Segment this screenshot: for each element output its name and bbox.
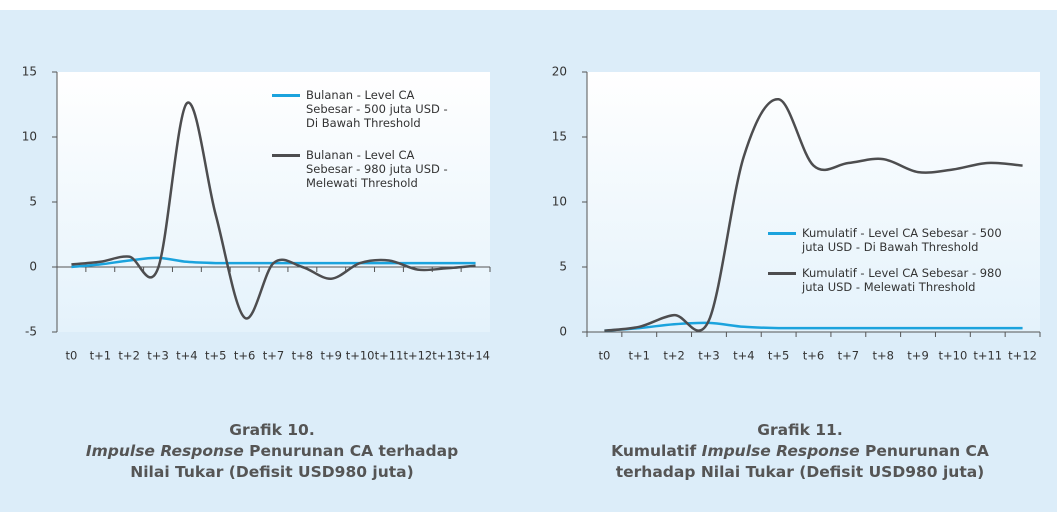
- x-tick-label: t0: [66, 349, 78, 363]
- y-tick-label: 20: [552, 65, 567, 79]
- caption-part: Penurunan CA terhadap Nilai Tukar (Defis…: [615, 442, 995, 481]
- caption-part: Kumulatif: [611, 442, 702, 460]
- x-tick-label: t+2: [663, 349, 684, 363]
- x-tick-label: t+8: [872, 349, 893, 363]
- caption-label: Grafik 10.: [229, 421, 315, 439]
- y-tick-label: 15: [22, 65, 37, 79]
- x-tick-label: t+10: [938, 349, 967, 363]
- y-tick-label: 10: [552, 195, 567, 209]
- legend-item: Kumulatif - Level CA Sebesar - 980 juta …: [768, 266, 1018, 294]
- legend-swatch: [768, 272, 796, 275]
- x-tick-label: t+4: [176, 349, 197, 363]
- x-tick-label: t+10: [346, 349, 375, 363]
- x-tick-label: t+7: [838, 349, 859, 363]
- caption-title: Kumulatif Impulse Response Penurunan CA …: [600, 441, 1000, 483]
- x-tick-label: t+11: [375, 349, 404, 363]
- line-series: [604, 98, 1023, 332]
- x-tick-label: t+12: [403, 349, 432, 363]
- y-tick-label: 0: [559, 325, 567, 339]
- x-tick-label: t+9: [320, 349, 341, 363]
- legend-swatch: [272, 154, 300, 157]
- caption: Grafik 11. Kumulatif Impulse Response Pen…: [600, 420, 1000, 483]
- x-tick-label: t+8: [292, 349, 313, 363]
- caption-title: Impulse Response Penurunan CA terhadap N…: [72, 441, 472, 483]
- legend-swatch: [768, 232, 796, 235]
- x-tick-label: t0: [599, 349, 611, 363]
- legend-item: Bulanan - Level CA Sebesar - 980 juta US…: [272, 148, 452, 190]
- legend-label: Kumulatif - Level CA Sebesar - 500 juta …: [802, 226, 1002, 254]
- legend-label: Bulanan - Level CA Sebesar - 980 juta US…: [306, 148, 448, 190]
- y-tick-label: 0: [29, 260, 37, 274]
- y-tick-label: -5: [25, 325, 37, 339]
- line-series: [71, 101, 476, 320]
- x-tick-label: t+4: [733, 349, 754, 363]
- y-tick-label: 5: [29, 195, 37, 209]
- legend-item: Bulanan - Level CA Sebesar - 500 juta US…: [272, 88, 452, 130]
- plot-area: [57, 72, 490, 332]
- x-tick-label: t+1: [90, 349, 111, 363]
- x-tick-label: t+3: [147, 349, 168, 363]
- x-tick-label: t+12: [1008, 349, 1037, 363]
- y-tick-label: 10: [22, 130, 37, 144]
- legend-label: Kumulatif - Level CA Sebesar - 980 juta …: [802, 266, 1002, 294]
- line-series: [604, 321, 1023, 332]
- x-tick-label: t+11: [973, 349, 1002, 363]
- y-tick-label: 15: [552, 130, 567, 144]
- x-tick-label: t+9: [907, 349, 928, 363]
- caption: Grafik 10. Impulse Response Penurunan CA …: [72, 420, 472, 483]
- x-tick-label: t+1: [629, 349, 650, 363]
- y-tick-label: 5: [559, 260, 567, 274]
- x-tick-label: t+5: [205, 349, 226, 363]
- x-tick-label: t+5: [768, 349, 789, 363]
- caption-label: Grafik 11.: [757, 421, 843, 439]
- x-tick-label: t+6: [234, 349, 255, 363]
- x-tick-label: t+6: [803, 349, 824, 363]
- legend-item: Kumulatif - Level CA Sebesar - 500 juta …: [768, 226, 1018, 254]
- x-tick-label: t+14: [461, 349, 490, 363]
- x-tick-label: t+13: [432, 349, 461, 363]
- legend-label: Bulanan - Level CA Sebesar - 500 juta US…: [306, 88, 448, 130]
- x-tick-label: t+3: [698, 349, 719, 363]
- legend-swatch: [272, 94, 300, 97]
- caption-part: Impulse Response: [701, 442, 860, 460]
- plot-area: [587, 72, 1040, 332]
- caption-part: Penurunan CA terhadap Nilai Tukar (Defis…: [130, 442, 464, 481]
- x-tick-label: t+2: [118, 349, 139, 363]
- x-tick-label: t+7: [263, 349, 284, 363]
- caption-part: Impulse Response: [85, 442, 244, 460]
